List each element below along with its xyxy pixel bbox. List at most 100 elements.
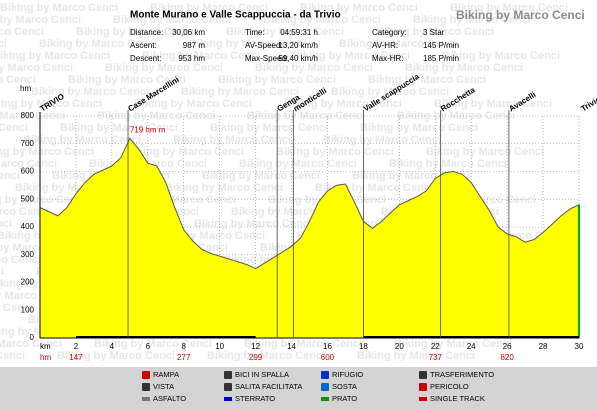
watermark-text: Biking by Marco Cenci bbox=[0, 350, 25, 362]
legend-swatch bbox=[142, 397, 150, 401]
y-axis-label: hm bbox=[20, 84, 31, 93]
watermark-text: Biking by Marco Cenci bbox=[0, 50, 110, 62]
legend-icon bbox=[321, 371, 329, 379]
watermark-text: Biking by Marco Cenci bbox=[97, 110, 215, 122]
stat-value: 04:59:31 h bbox=[280, 28, 318, 37]
x-tick-label: 4 bbox=[110, 342, 115, 351]
watermark-text: Biking by Marco Cenci bbox=[0, 218, 12, 230]
watermark-text: Biking by Marco Cenci bbox=[57, 350, 175, 362]
watermark-text: Biking by Marco Cenci bbox=[450, 2, 568, 14]
x-tick-label: 6 bbox=[146, 342, 151, 351]
waypoint-label: Trivio bbox=[579, 94, 597, 113]
stat-label: Category: bbox=[372, 28, 407, 37]
legend-label: SALITA FACILITATA bbox=[235, 382, 302, 391]
watermark-text: Biking by Marco Cenci bbox=[389, 158, 507, 170]
watermark-text: Biking by Marco Cenci bbox=[357, 350, 475, 362]
watermark-text: Biking by Marco Cenci bbox=[173, 134, 291, 146]
x-tick-label: 8 bbox=[182, 342, 187, 351]
watermark-text: Biking by Marco Cenci bbox=[23, 134, 141, 146]
watermark-text: Biking by Marco Cenci bbox=[0, 62, 73, 74]
watermark-text: Biking by Marco Cenci bbox=[226, 26, 344, 38]
legend-icon bbox=[419, 383, 427, 391]
x-tick-label: 10 bbox=[215, 342, 224, 351]
y-tick-label: 300 bbox=[21, 250, 35, 259]
ascent-value: 600 bbox=[321, 353, 335, 362]
y-tick-label: 400 bbox=[21, 222, 35, 231]
watermark-text: Biking by Marco Cenci bbox=[31, 86, 149, 98]
watermark-text: Biking by Marco Cenci bbox=[0, 2, 118, 14]
watermark-text: Biking by Marco Cenci bbox=[263, 14, 381, 26]
legend-label: PERICOLO bbox=[430, 382, 469, 391]
watermark-text: Biking by Marco Cenci bbox=[150, 2, 268, 14]
legend-box bbox=[0, 367, 597, 410]
watermark-text: Biking by Marco Cenci bbox=[276, 146, 394, 158]
stat-value: 30,06 km bbox=[172, 28, 205, 37]
y-tick-label: 500 bbox=[21, 194, 35, 203]
watermark-text: Biking by Marco Cenci bbox=[0, 158, 57, 170]
brand: Biking by Marco Cenci bbox=[456, 8, 585, 22]
x-tick-label: 18 bbox=[359, 342, 368, 351]
title: Monte Murano e Valle Scappuccia - da Tri… bbox=[130, 10, 341, 21]
watermark-text: Biking by Marco Cenci bbox=[218, 74, 336, 86]
ascent-value: 820 bbox=[500, 353, 514, 362]
watermark-text: Biking by Marco Cenci bbox=[202, 170, 320, 182]
watermark-text: Biking by Marco Cenci bbox=[0, 38, 7, 50]
legend-label: RIFUGIO bbox=[332, 370, 363, 379]
watermark-text: Biking by Marco Cenci bbox=[0, 302, 33, 314]
legend-icon bbox=[419, 371, 427, 379]
watermark-text: Biking by Marco Cenci bbox=[0, 170, 20, 182]
y-tick-label: 100 bbox=[21, 305, 35, 314]
watermark-text: Biking by Marco Cenci bbox=[394, 338, 512, 350]
stat-value: 145 P/min bbox=[423, 41, 459, 50]
stat-label: Time: bbox=[245, 28, 265, 37]
y-tick-label: 700 bbox=[21, 139, 35, 148]
watermark-text: Biking by Marco Cenci bbox=[94, 338, 212, 350]
watermark-text: Biking by Marco Cenci bbox=[0, 146, 94, 158]
watermark-text: Biking by Marco Cenci bbox=[0, 122, 28, 134]
legend-label: RAMPA bbox=[153, 370, 179, 379]
stat-label: Distance: bbox=[130, 28, 163, 37]
watermark-text: Biking by Marco Cenci bbox=[331, 86, 449, 98]
legend-icon bbox=[224, 383, 232, 391]
legend-label: TRASFERIMENTO bbox=[430, 370, 494, 379]
watermark-text: Biking by Marco Cenci bbox=[376, 26, 494, 38]
track-bar bbox=[363, 336, 579, 339]
legend-icon bbox=[321, 383, 329, 391]
legend-label: BICI IN SPALLA bbox=[235, 370, 289, 379]
stat-label: AV-HR: bbox=[372, 41, 398, 50]
watermark-text: Biking by Marco Cenci bbox=[105, 62, 223, 74]
legend-icon bbox=[142, 371, 150, 379]
watermark-text: Biking by Marco Cenci bbox=[0, 254, 41, 266]
x-axis-label: km bbox=[40, 342, 51, 351]
watermark-text: Biking by Marco Cenci bbox=[60, 122, 178, 134]
watermark-text: Biking by Marco Cenci bbox=[210, 122, 328, 134]
elevation-area bbox=[39, 137, 580, 339]
watermark-text: Biking by Marco Cenci bbox=[405, 62, 523, 74]
y-tick-label: 200 bbox=[21, 278, 35, 287]
watermark-text: Biking by Marco Cenci bbox=[0, 110, 65, 122]
stat-label: Max-HR: bbox=[372, 54, 404, 63]
y-tick-label: 600 bbox=[21, 167, 35, 176]
x-tick-label: 24 bbox=[467, 342, 476, 351]
stat-label: Max-Speed: bbox=[245, 54, 288, 63]
watermark-text: Biking by Marco Cenci bbox=[0, 74, 36, 86]
watermark-text: Biking by Marco Cenci bbox=[247, 110, 365, 122]
watermark-text: Biking by Marco Cenci bbox=[207, 350, 325, 362]
ascent-label: hm bbox=[40, 353, 51, 362]
ascent-value: 147 bbox=[69, 353, 83, 362]
watermark-text: Biking by Marco Cenci bbox=[413, 14, 531, 26]
watermark-text: Biking by Marco Cenci bbox=[255, 62, 373, 74]
watermark-text: Biking by Marco Cenci bbox=[442, 50, 560, 62]
x-tick-label: 12 bbox=[251, 342, 260, 351]
stat-value: 13,20 km/h bbox=[278, 41, 318, 50]
watermark-text: Biking by Marco Cenci bbox=[142, 50, 260, 62]
stat-label: AV-Speed: bbox=[245, 41, 283, 50]
watermark-text: Biking by Marco Cenci bbox=[360, 122, 478, 134]
legend-icon bbox=[142, 383, 150, 391]
watermark-text: Biking by Marco Cenci bbox=[292, 50, 410, 62]
watermark-text: Biking by Marco Cenci bbox=[189, 38, 307, 50]
y-tick-label: 0 bbox=[30, 333, 35, 342]
legend-label: SINGLE TRACK bbox=[430, 394, 485, 403]
